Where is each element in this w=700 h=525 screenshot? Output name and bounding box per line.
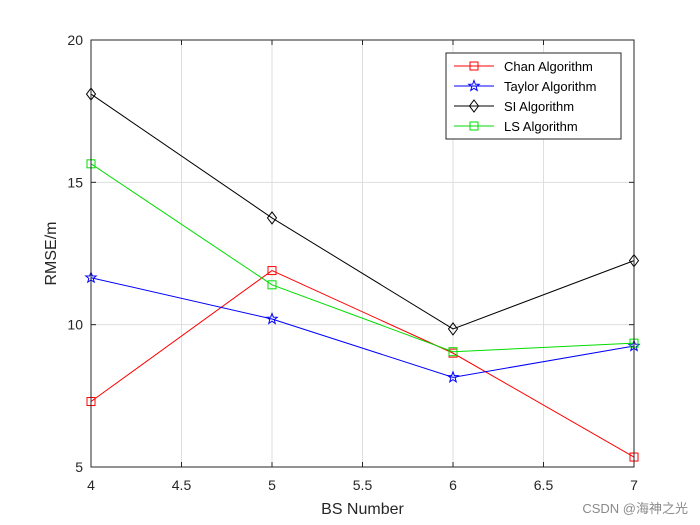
x-tick-label: 6.5 [534,477,554,493]
legend-item: SI Algorithm [454,99,574,114]
legend-marker [469,61,479,71]
y-axis-label: RMSE/m [43,222,60,286]
x-tick-label: 4 [87,477,95,493]
y-tick-label: 15 [67,174,83,190]
axis-ticks: 4 4.5 5 5.5 6 6.5 7 5 10 15 20 [67,32,638,493]
series-line [90,270,635,458]
watermark-text: CSDN @海神之光 [582,501,688,516]
legend-label: SI Algorithm [504,99,574,114]
x-tick-label: 7 [630,477,638,493]
data-point [267,280,277,290]
x-tick-label: 4.5 [172,477,192,493]
x-tick-label: 6 [449,477,457,493]
data-point [265,312,279,325]
x-tick-label: 5 [268,477,276,493]
y-tick-label: 20 [67,32,83,48]
x-tick-label: 5.5 [353,477,373,493]
legend-marker [468,99,480,113]
series-line [90,277,635,378]
y-tick-label: 5 [75,459,83,475]
data-point [447,322,459,336]
legend-label: LS Algorithm [504,119,578,134]
legend: Chan Algorithm Taylor Algorithm SI Algorit… [445,52,622,140]
series-line [90,93,635,330]
legend-marker [469,121,479,131]
series-layer [84,87,641,462]
legend-box [445,52,622,140]
legend-item: LS Algorithm [454,119,578,134]
x-axis-label: BS Number [321,501,404,518]
series-line [90,163,635,353]
legend-label: Chan Algorithm [504,59,593,74]
data-point [446,370,460,383]
y-tick-label: 10 [67,317,83,333]
legend-marker [467,79,481,92]
data-point [267,266,277,276]
data-point [266,211,278,225]
legend-item: Taylor Algorithm [454,79,596,94]
data-point [448,347,458,357]
legend-label: Taylor Algorithm [504,79,596,94]
legend-item: Chan Algorithm [454,59,593,74]
